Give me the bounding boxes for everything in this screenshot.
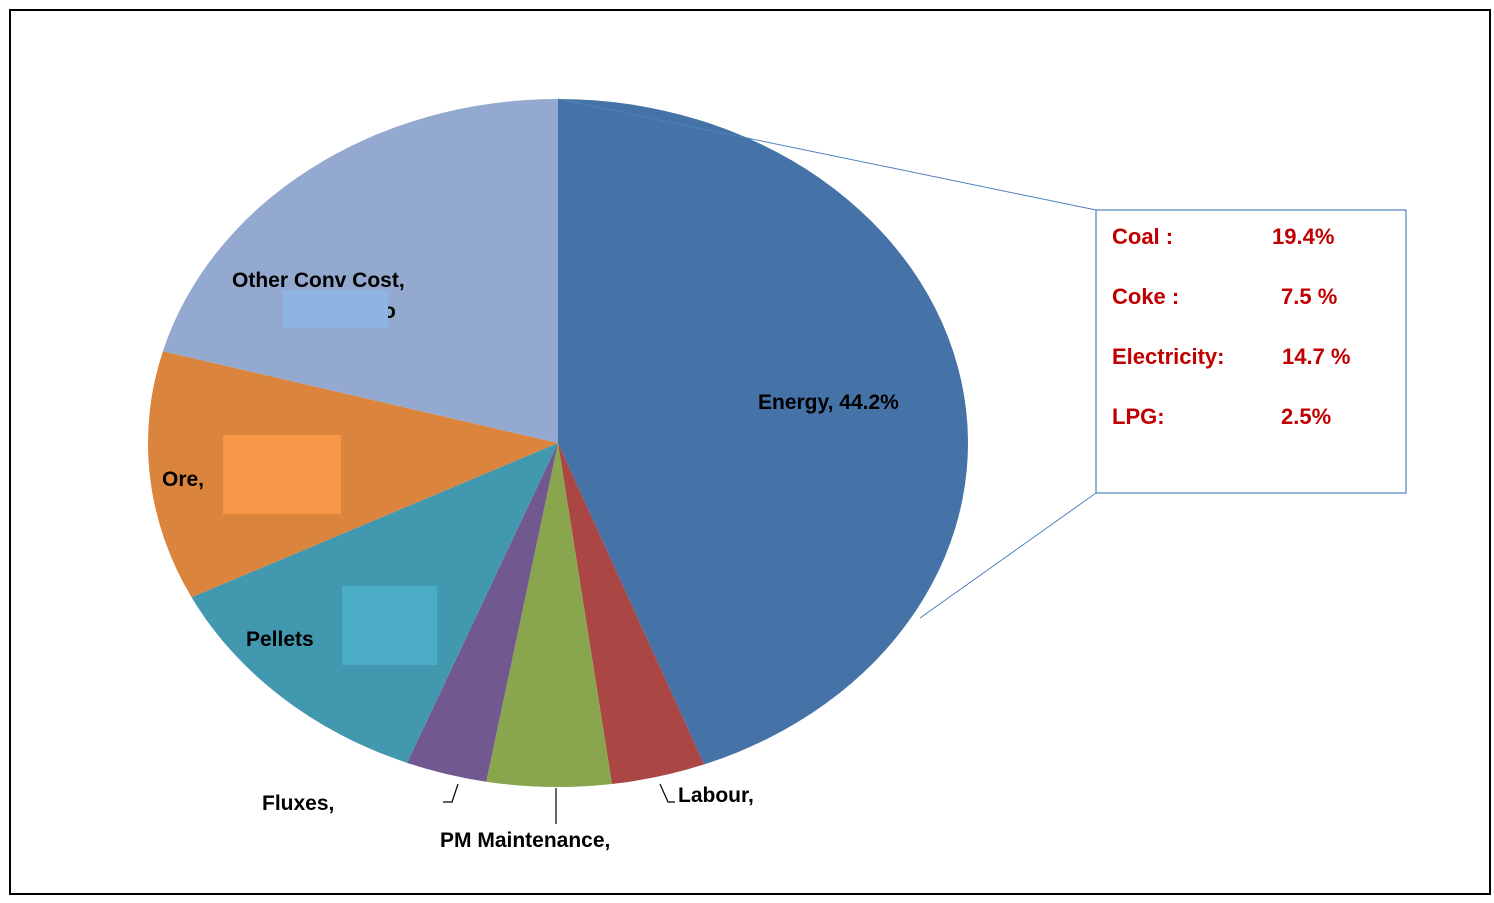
pie-slice-labour [558,443,705,785]
other-conv-cost-label-overlay [283,290,388,328]
label-labour: Labour, [678,784,754,807]
ore-label-overlay [223,435,341,514]
label-pm-maintenance: PM Maintenance, [440,829,610,852]
labour-leader-line [659,783,675,803]
pellets-label-overlay [342,586,437,665]
energy-connector-bottom [919,492,1097,619]
breakdown-electricity-name: Electricity: [1112,344,1225,369]
breakdown-coke-value: 7.5 % [1281,284,1337,309]
breakdown-lpg-value: 2.5% [1281,404,1331,429]
breakdown-lpg-name: LPG: [1112,404,1165,429]
breakdown-coal-name: Coal : [1112,224,1173,249]
label-energy: Energy, 44.2% [758,391,899,414]
label-ore: Ore, [162,468,204,491]
label-pellets: Pellets [246,628,314,651]
breakdown-coal-value: 19.4% [1272,224,1334,249]
breakdown-electricity-value: 14.7 % [1282,344,1351,369]
label-fluxes: Fluxes, [262,792,334,815]
breakdown-coke-name: Coke : [1112,284,1179,309]
energy-breakdown-box [1095,209,1407,494]
pie-slice-fluxes [407,443,558,782]
energy-connector-top [557,98,1097,211]
fluxes-leader-line [443,783,459,803]
pie-slices [148,98,969,787]
pie-slice-other-conv-cost [162,98,558,443]
label-other-conv-cost: Other Conv Cost, [232,269,405,292]
pie-slice-energy [558,99,969,765]
pie-slice-pm-maintenance [486,443,612,787]
pie-slice-ore [148,351,558,598]
